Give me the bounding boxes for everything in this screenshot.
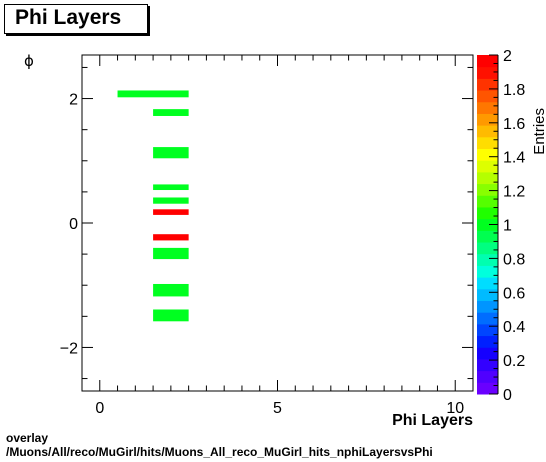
color-scale-swatch xyxy=(477,300,498,313)
z-tick-label: 1 xyxy=(503,218,512,235)
color-scale-swatch xyxy=(477,160,498,173)
color-scale-swatch xyxy=(477,171,498,185)
heatmap-cell xyxy=(153,234,189,241)
color-scale: 0 0.2 0.4 0.6 0.8 1 1.2 1.4 1.6 1.8 2 xyxy=(477,48,525,404)
footer-line-2: /Muons/All/reco/MuGirl/hits/Muons_All_re… xyxy=(6,445,433,459)
color-scale-swatch xyxy=(477,113,498,126)
heatmap-cell xyxy=(153,209,189,215)
z-tick-label: 0 xyxy=(503,387,512,404)
color-scale-swatch xyxy=(477,195,498,208)
color-scale-swatch xyxy=(477,382,498,395)
z-tick-label: 1.4 xyxy=(503,150,525,167)
color-scale-swatch xyxy=(477,101,498,114)
z-tick-label: 2 xyxy=(503,48,512,65)
footer-line-1: overlay xyxy=(6,431,49,445)
x-tick-label: 10 xyxy=(446,400,464,417)
color-scale-swatch xyxy=(477,312,498,325)
color-scale-swatch xyxy=(477,136,498,150)
z-tick-label: 0.8 xyxy=(503,251,525,268)
x-tick-label: 0 xyxy=(95,400,104,417)
z-axis-label: Entries xyxy=(531,108,546,155)
heatmap-cell xyxy=(153,247,189,260)
color-scale-swatch xyxy=(477,242,498,255)
color-scale-swatch xyxy=(477,206,498,220)
chart-title: Phi Layers xyxy=(15,6,122,29)
color-scale-swatch xyxy=(477,218,498,231)
z-tick-label: 1.2 xyxy=(503,184,525,201)
color-scale-swatch xyxy=(477,125,498,138)
heatmap-cell xyxy=(153,184,189,191)
z-tick-label: 1.6 xyxy=(503,116,525,133)
color-scale-swatch xyxy=(477,358,498,372)
color-scale-swatch xyxy=(477,90,498,103)
color-scale-swatch xyxy=(477,183,498,196)
color-scale-swatch xyxy=(477,265,498,278)
title-box: Phi Layers xyxy=(4,4,148,34)
color-scale-swatch xyxy=(477,78,498,91)
heatmap-cell xyxy=(153,197,189,204)
heatmap-cell xyxy=(117,90,189,98)
y-axis: −2 0 2 xyxy=(60,66,473,380)
x-axis-label: Phi Layers xyxy=(392,412,473,429)
color-scale-swatch xyxy=(477,148,498,161)
x-tick-label: 5 xyxy=(273,400,282,417)
y-tick-label: 0 xyxy=(69,216,78,233)
color-scale-swatch xyxy=(477,277,498,290)
z-tick-label: 0.6 xyxy=(503,285,525,302)
color-scale-swatch xyxy=(477,347,498,360)
heatmap-cell xyxy=(153,283,189,297)
color-scale-swatch xyxy=(477,55,498,68)
y-tick-label: −2 xyxy=(60,340,78,357)
color-scale-swatch xyxy=(477,370,498,383)
heatmap-cells xyxy=(117,90,189,322)
z-tick-label: 0.2 xyxy=(503,353,525,370)
x-axis: 0 5 10 xyxy=(95,55,464,417)
color-scale-swatch xyxy=(477,288,498,301)
color-scale-swatch xyxy=(477,335,498,348)
heatmap-cell xyxy=(153,309,189,322)
heatmap-cell xyxy=(153,109,189,116)
color-scale-swatch xyxy=(477,66,498,79)
y-tick-label: 2 xyxy=(69,92,78,109)
color-scale-swatch xyxy=(477,323,498,337)
color-scale-swatch xyxy=(477,230,498,243)
heatmap-cell xyxy=(153,147,189,159)
color-scale-swatch xyxy=(477,253,498,266)
z-tick-label: 1.8 xyxy=(503,82,525,99)
y-axis-label: ϕ xyxy=(24,52,34,70)
plot-frame xyxy=(81,54,474,392)
z-tick-label: 0.4 xyxy=(503,319,525,336)
